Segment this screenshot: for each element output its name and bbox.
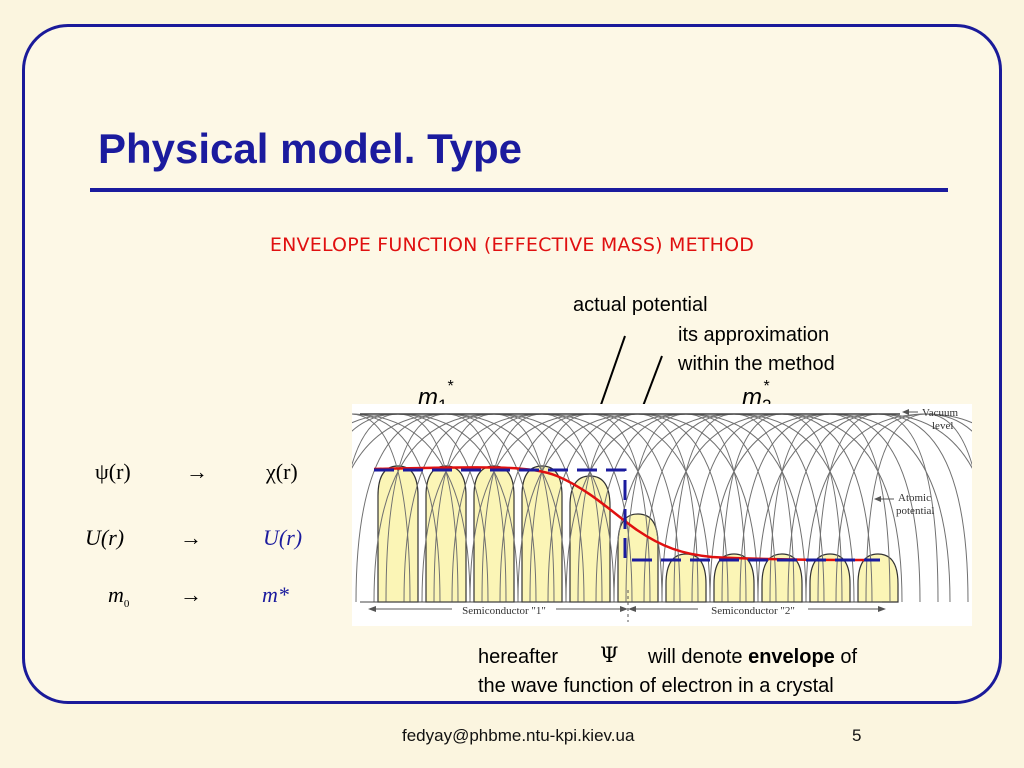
arrow-row1: → <box>186 459 208 484</box>
vacuum-level-label-line1: Vacuum <box>922 407 958 419</box>
extent-arrowhead-left <box>368 606 376 612</box>
vacuum-level-pointer-head <box>902 409 909 415</box>
atomic-arch <box>352 413 471 603</box>
page-subtitle: ENVELOPE FUNCTION (EFFECTIVE MASS) METHO… <box>269 234 755 256</box>
page-number: 5 <box>852 726 862 745</box>
note-prefix: hereafter <box>478 646 559 668</box>
extent-arrowhead-mid-left <box>620 606 628 612</box>
m0-letter: m <box>108 582 124 607</box>
envelope-chi: χ(r) <box>266 459 298 484</box>
atomic-well <box>713 553 755 603</box>
wavefunction-psi: ψ(r) <box>95 459 131 484</box>
atomic-well <box>377 465 419 603</box>
psi-symbol: Ψ <box>600 643 619 667</box>
atomic-arch <box>352 413 441 603</box>
semiconductor1-label-bg <box>452 603 556 617</box>
potential-U: U(r) <box>85 525 125 550</box>
m0-subscript: 0 <box>123 598 130 610</box>
note-middle-text: will denote <box>648 646 743 668</box>
note-suffix: of <box>840 646 858 668</box>
title-underline <box>90 188 948 192</box>
atomic-well <box>761 553 803 603</box>
m1-superscript: * <box>447 378 454 395</box>
semiconductor1-label: Semiconductor "1" <box>462 605 546 617</box>
footer-email: fedyay@phbme.ntu-kpi.kiev.ua <box>402 726 635 745</box>
note-line2: the wave function of electron in a cryst… <box>478 675 834 697</box>
atomic-well <box>809 553 851 603</box>
note-middle: will denote envelope of <box>648 646 857 669</box>
atomic-potential-label-line1: Atomic <box>898 492 931 504</box>
atomic-well <box>521 465 563 603</box>
heterostructure-potential-diagram: Semiconductor "1" Semiconductor "2" Vacu… <box>352 404 972 626</box>
effective-mass: m* <box>262 582 289 607</box>
approximation-label-line2: within the method <box>678 353 835 375</box>
extent-arrowhead-mid-right <box>628 606 636 612</box>
m2-superscript: * <box>763 378 770 395</box>
vacuum-level-label-line2: level <box>932 420 953 432</box>
actual-potential-label: actual potential <box>573 294 708 316</box>
atomic-well <box>425 465 467 603</box>
atomic-arch <box>805 413 972 603</box>
approximated-step-potential <box>374 468 880 562</box>
approximation-label-line1: its approximation <box>678 324 830 346</box>
semiconductor2-label-bg <box>698 603 808 617</box>
note-bold-envelope: envelope <box>748 646 835 668</box>
atomic-arch <box>352 413 411 603</box>
page-title: Physical model. Type <box>98 125 523 172</box>
approximate-potential-U: U(r) <box>263 525 303 550</box>
atomic-well <box>569 475 611 603</box>
atomic-potential-pointer-head <box>874 496 881 502</box>
arrow-row2: → <box>180 525 202 550</box>
extent-arrowhead-right <box>878 606 886 612</box>
semiconductor2-label: Semiconductor "2" <box>711 605 795 617</box>
atomic-potential-label-line2: potential <box>896 505 935 517</box>
free-electron-mass: m0 <box>108 582 129 610</box>
arrow-row3: → <box>180 582 202 607</box>
atomic-well <box>473 465 515 603</box>
atomic-well <box>857 553 899 603</box>
